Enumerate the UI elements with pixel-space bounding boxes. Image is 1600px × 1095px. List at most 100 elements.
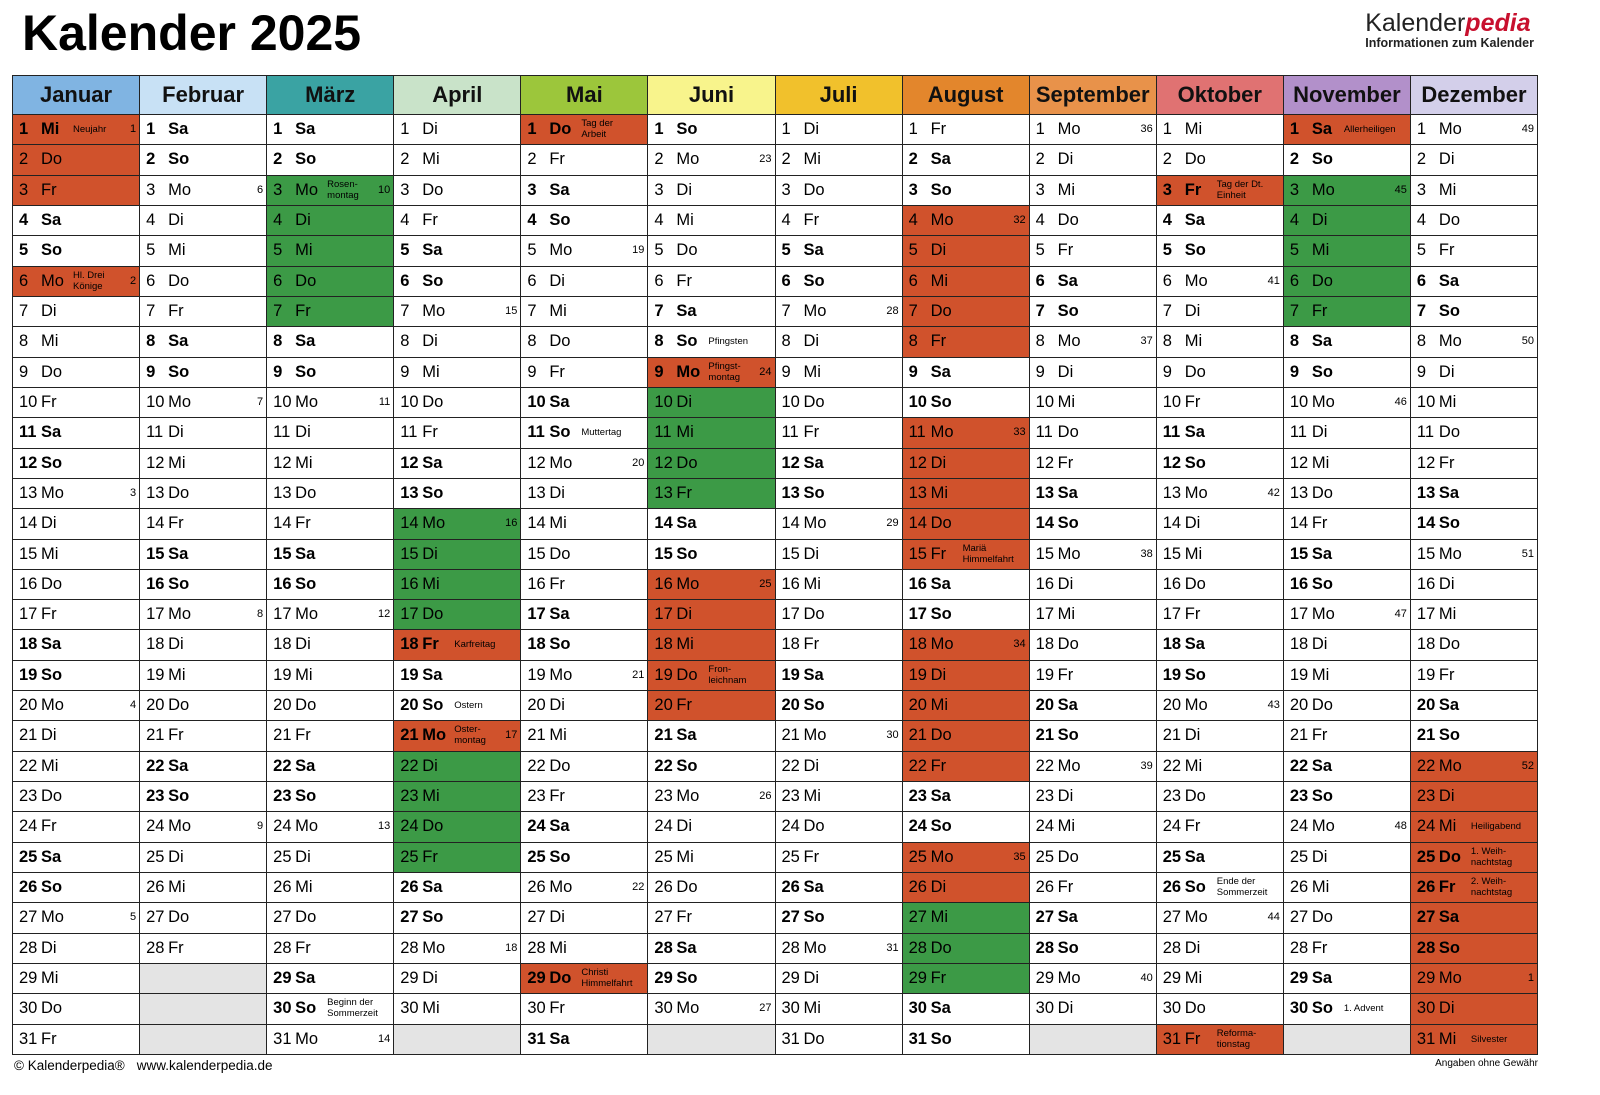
week-number: 46 bbox=[1394, 395, 1407, 408]
weekday: Di bbox=[422, 120, 438, 138]
month-header: September bbox=[1029, 76, 1156, 114]
day-number: 1 bbox=[781, 120, 791, 138]
day-number: 4 bbox=[781, 210, 791, 229]
day-cell: 11 Sa bbox=[13, 418, 140, 448]
footer: © Kalenderpedia® www.kalenderpedia.de bbox=[14, 1058, 273, 1073]
week-number: 32 bbox=[1013, 213, 1026, 226]
weekday: Sa bbox=[549, 817, 570, 836]
day-cell: 28 So bbox=[1029, 933, 1156, 964]
day-number: 23 bbox=[527, 787, 546, 806]
day-cell: 21 Di bbox=[1156, 721, 1283, 751]
day-cell: 29 Fr bbox=[902, 964, 1029, 994]
day-cell: 23 Do bbox=[13, 782, 140, 812]
weekday: Mo bbox=[1184, 271, 1208, 290]
weekday: Di bbox=[1057, 150, 1074, 169]
day-cell: 7 Mo 28 bbox=[775, 296, 902, 327]
day-cell: 14 Fr bbox=[267, 509, 394, 539]
day-number: 21 bbox=[781, 726, 800, 745]
day-cell: 12 Mo 20 bbox=[521, 448, 648, 478]
day-number: 5 bbox=[273, 241, 283, 260]
weekday: Mi bbox=[1311, 878, 1330, 897]
weekday: So bbox=[1184, 241, 1206, 260]
day-cell: 4 Fr bbox=[394, 205, 521, 236]
weekday: Do bbox=[930, 514, 952, 533]
day-number: 9 bbox=[400, 362, 410, 381]
day-number: 29 bbox=[1289, 969, 1309, 988]
day-number: 12 bbox=[908, 453, 927, 472]
week-number: 28 bbox=[886, 304, 899, 317]
day-number: 14 bbox=[1416, 514, 1436, 533]
day-number: 29 bbox=[1162, 969, 1182, 988]
day-cell: 17 Mi bbox=[1029, 600, 1156, 630]
weekday: Di bbox=[1438, 787, 1455, 806]
day-cell: 25 Mo 35 bbox=[902, 842, 1029, 873]
day-cell: 29 Mi bbox=[13, 964, 140, 994]
day-cell: 24 Mo 48 bbox=[1283, 812, 1410, 842]
day-number: 15 bbox=[654, 544, 673, 563]
day-cell: 26 Sa bbox=[394, 873, 521, 903]
day-cell: 18 Do bbox=[1029, 630, 1156, 660]
day-number: 28 bbox=[1289, 938, 1309, 957]
day-number: 20 bbox=[908, 696, 927, 715]
week-number: 23 bbox=[759, 153, 772, 166]
weekday: Mo bbox=[676, 150, 700, 169]
day-number: 8 bbox=[781, 332, 791, 351]
day-number: 24 bbox=[1035, 817, 1055, 836]
day-cell: 1 Mi bbox=[1156, 115, 1283, 145]
weekday: Sa bbox=[549, 605, 570, 624]
day-cell: 13 Sa bbox=[1029, 478, 1156, 509]
day-number: 6 bbox=[908, 271, 918, 290]
weekday: Sa bbox=[676, 938, 697, 957]
day-number: 7 bbox=[1416, 301, 1427, 320]
day-number: 30 bbox=[1162, 999, 1182, 1018]
day-cell: 16 So bbox=[1283, 569, 1410, 600]
weekday: Mo bbox=[676, 999, 700, 1018]
day-number: 8 bbox=[146, 332, 156, 351]
weekday: Di bbox=[930, 453, 947, 472]
weekday: So bbox=[1438, 514, 1460, 533]
day-cell: 5 Mi bbox=[267, 236, 394, 266]
weekday: So bbox=[422, 696, 444, 715]
day-number: 6 bbox=[1416, 271, 1427, 290]
day-cell: 5 Mi bbox=[1283, 236, 1410, 266]
weekday: So bbox=[549, 847, 571, 866]
day-cell: 28 Fr bbox=[267, 933, 394, 964]
day-cell: 19 Mi bbox=[267, 660, 394, 691]
day-number: 23 bbox=[1035, 787, 1055, 806]
day-number: 2 bbox=[781, 150, 791, 169]
day-cell: 23 Mi bbox=[394, 782, 521, 812]
day-number: 26 bbox=[908, 878, 927, 897]
day-number: 31 bbox=[273, 1029, 292, 1048]
day-number: 15 bbox=[1416, 544, 1436, 563]
day-number: 16 bbox=[1162, 574, 1182, 593]
weekday: Mi bbox=[1184, 969, 1203, 988]
day-number: 25 bbox=[527, 847, 546, 866]
day-cell: 3 Mo 45 bbox=[1283, 175, 1410, 205]
day-number: 6 bbox=[1162, 271, 1172, 290]
day-cell: 8 Fr bbox=[902, 327, 1029, 357]
weekday: Di bbox=[1438, 362, 1455, 381]
day-number: 8 bbox=[1162, 332, 1172, 351]
day-cell: 26 Fr 2. Weih- nachtstag bbox=[1410, 873, 1537, 903]
day-number: 21 bbox=[1162, 726, 1182, 745]
day-number: 2 bbox=[1035, 150, 1045, 169]
day-cell: 24 Fr bbox=[13, 812, 140, 842]
weekday: So bbox=[1311, 362, 1333, 381]
weekday: Di bbox=[1184, 726, 1201, 745]
weekday: Mi bbox=[1184, 120, 1203, 138]
weekday: Mi bbox=[1057, 180, 1076, 199]
day-number: 8 bbox=[908, 332, 918, 351]
day-cell: 2 Di bbox=[1029, 145, 1156, 175]
day-cell: 30 Di bbox=[1410, 994, 1537, 1024]
day-cell: 13 Do bbox=[267, 478, 394, 509]
week-number: 51 bbox=[1521, 547, 1534, 560]
day-number: 11 bbox=[654, 423, 672, 442]
week-number: 9 bbox=[257, 820, 264, 833]
weekday: Fr bbox=[295, 514, 311, 533]
day-number: 10 bbox=[1162, 392, 1182, 411]
day-number: 8 bbox=[1035, 332, 1045, 351]
weekday: So bbox=[1311, 787, 1333, 806]
day-number: 7 bbox=[1289, 301, 1300, 320]
day-cell: 23 Do bbox=[1156, 782, 1283, 812]
day-number: 1 bbox=[1162, 120, 1172, 138]
